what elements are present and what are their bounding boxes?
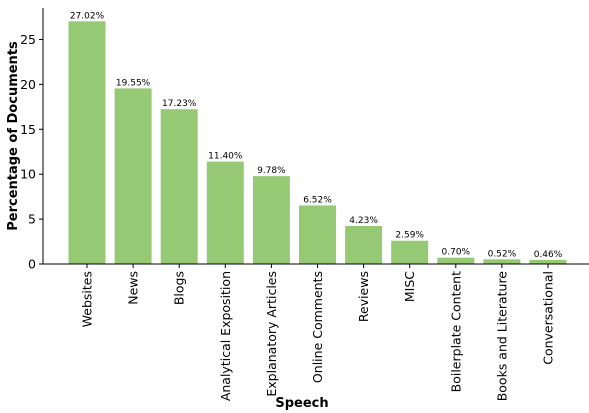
y-tick-label: 15 (20, 122, 36, 137)
bar (391, 240, 429, 264)
bar (483, 259, 521, 264)
bar (252, 176, 290, 264)
data-label: 19.55% (116, 78, 151, 88)
bar (529, 259, 567, 264)
data-label: 0.70% (442, 248, 471, 258)
x-tick-label: Conversational (541, 271, 556, 365)
x-tick-label: MISC (402, 271, 417, 302)
y-tick-label: 25 (20, 32, 36, 47)
data-label: 9.78% (257, 166, 286, 176)
x-tick-label: Reviews (356, 271, 371, 322)
x-tick-label: Boilerplate Content (448, 271, 463, 392)
y-tick-label: 5 (28, 212, 36, 227)
data-label: 4.23% (349, 216, 378, 226)
x-tick-label: Explanatory Articles (264, 271, 279, 397)
data-labels-group: 27.02% 19.55% 17.23% 11.40% 9.78% 6.52% 4.23% 2… (70, 11, 563, 260)
y-tick-label: 10 (20, 167, 36, 182)
x-tick-label: Websites (80, 271, 95, 327)
x-tick-label: Online Comments (310, 271, 325, 383)
y-tick-label: 20 (20, 77, 36, 92)
data-label: 11.40% (208, 152, 243, 162)
x-tick-label: News (126, 271, 141, 305)
bar (206, 161, 244, 264)
x-axis-title: Speech (275, 396, 328, 411)
bar (299, 205, 336, 264)
bar (68, 21, 106, 264)
x-tick-label: Analytical Exposition (218, 271, 233, 401)
y-axis-title: Percentage of Documents (6, 41, 21, 231)
data-label: 27.02% (70, 11, 105, 21)
data-label: 2.59% (395, 231, 424, 241)
bar (345, 226, 383, 264)
data-label: 0.46% (534, 250, 563, 260)
data-label: 17.23% (162, 99, 197, 109)
y-axis-ticks: 0 5 10 15 20 25 (20, 32, 43, 272)
data-label: 6.52% (303, 195, 332, 205)
data-label: 0.52% (488, 249, 517, 259)
x-axis-ticks: Websites News Blogs Analytical Exposition Ex… (80, 264, 556, 401)
x-tick-label: Books and Literature (494, 271, 509, 402)
bar (114, 88, 152, 265)
bars-group (68, 21, 567, 265)
bar (160, 109, 198, 265)
y-tick-label: 0 (28, 257, 36, 272)
x-tick-label: Blogs (172, 271, 187, 305)
bar (437, 257, 475, 264)
